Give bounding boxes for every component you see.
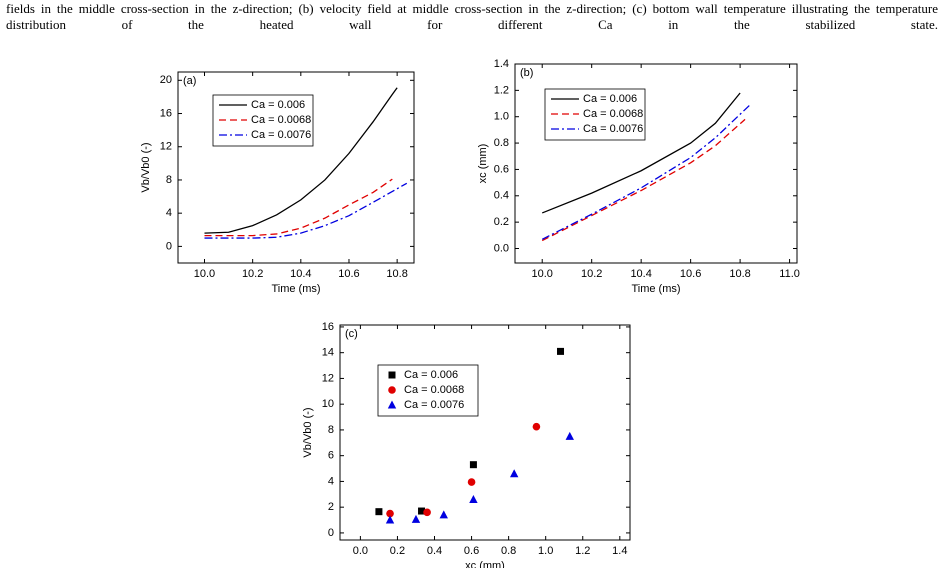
y-tick-label: 4: [328, 475, 334, 487]
y-tick-label: 2: [328, 501, 334, 513]
y-tick-label: 0.6: [494, 163, 509, 175]
x-tick-label: 10.6: [680, 268, 701, 280]
data-point: [423, 508, 431, 517]
x-tick-label: 11.0: [779, 268, 800, 280]
y-tick-label: 1.4: [494, 58, 509, 70]
legend-box: [544, 88, 646, 141]
plot-frame: [177, 71, 415, 264]
data-point: [532, 422, 541, 431]
x-tick-label: 10.4: [630, 268, 651, 280]
legend-label: Ca = 0.006: [404, 369, 458, 381]
x-axis-label: Time (ms): [271, 283, 320, 295]
data-point: [439, 510, 448, 519]
x-tick-label: 10.0: [531, 268, 552, 280]
x-tick-label: 0.8: [501, 545, 516, 557]
legend-swatch: [387, 400, 397, 409]
data-line: [204, 178, 393, 237]
x-tick-label: 10.2: [581, 268, 602, 280]
x-tick-label: 1.4: [612, 545, 627, 557]
data-point: [385, 515, 395, 524]
legend-label: Ca = 0.0076: [251, 129, 311, 141]
y-tick-label: 8: [166, 174, 172, 186]
y-tick-label: 4: [166, 207, 172, 219]
x-tick-label: 10.8: [386, 268, 407, 280]
legend-swatch: [388, 386, 396, 394]
y-tick-label: 1.2: [494, 84, 509, 96]
x-tick-label: 10.8: [729, 268, 750, 280]
y-tick-label: 6: [328, 450, 334, 462]
data-point: [469, 494, 478, 503]
x-axis-label: xc (mm): [465, 560, 505, 568]
y-tick-label: 10: [322, 398, 334, 410]
x-tick-label: 1.2: [575, 545, 590, 557]
y-axis-label: Vb/Vb0 (-): [140, 142, 152, 192]
y-tick-label: 0.2: [494, 216, 509, 228]
y-tick-label: 0.8: [494, 137, 509, 149]
panel-label: (a): [183, 75, 196, 87]
data-line: [541, 104, 751, 240]
legend-label: Ca = 0.006: [583, 93, 637, 105]
data-point: [375, 508, 383, 516]
data-line: [541, 92, 741, 214]
y-tick-label: 20: [160, 74, 172, 86]
plot-frame: [339, 324, 631, 541]
y-axis-label: Vb/Vb0 (-): [302, 407, 314, 457]
y-tick-label: 16: [322, 321, 334, 333]
y-tick-label: 16: [160, 107, 172, 119]
x-tick-label: 0.6: [464, 545, 479, 557]
x-tick-label: 0.4: [427, 545, 442, 557]
x-tick-label: 1.0: [538, 545, 553, 557]
y-tick-label: 1.0: [494, 111, 509, 123]
x-tick-label: 0.2: [390, 545, 405, 557]
legend-label: Ca = 0.006: [251, 99, 305, 111]
y-tick-label: 0: [166, 240, 172, 252]
x-tick-label: 0.0: [353, 545, 368, 557]
data-line: [204, 87, 398, 234]
figure-caption: fields in the middle cross-section in th…: [6, 1, 938, 32]
plot-frame: [514, 63, 798, 264]
legend-label: Ca = 0.0076: [583, 123, 643, 135]
y-tick-label: 8: [328, 424, 334, 436]
y-tick-label: 0.4: [494, 190, 509, 202]
legend-label: Ca = 0.0068: [251, 114, 311, 126]
legend-label: Ca = 0.0068: [404, 384, 464, 396]
data-point: [467, 478, 476, 486]
y-tick-label: 0: [328, 527, 334, 539]
x-tick-label: 10.4: [290, 268, 311, 280]
y-tick-label: 12: [160, 141, 172, 153]
data-point: [418, 507, 426, 515]
data-point: [411, 514, 421, 523]
data-point: [469, 461, 477, 469]
panel-label: (b): [520, 67, 533, 79]
y-tick-label: 12: [322, 372, 334, 384]
legend-box: [212, 94, 314, 147]
legend-swatch: [388, 371, 396, 379]
y-axis-label: xc (mm): [477, 144, 489, 184]
data-point: [509, 469, 519, 478]
x-tick-label: 10.6: [338, 268, 359, 280]
data-point: [386, 509, 394, 518]
y-tick-label: 14: [322, 347, 334, 359]
data-line: [541, 118, 746, 242]
x-tick-label: 10.0: [194, 268, 215, 280]
x-axis-label: Time (ms): [631, 283, 680, 295]
legend-label: Ca = 0.0068: [583, 108, 643, 120]
data-point: [565, 431, 574, 440]
panel-label: (c): [345, 328, 358, 340]
y-tick-label: 0.0: [494, 242, 509, 254]
x-tick-label: 10.2: [242, 268, 263, 280]
data-point: [557, 347, 565, 355]
legend-label: Ca = 0.0076: [404, 399, 464, 411]
data-line: [204, 182, 408, 239]
